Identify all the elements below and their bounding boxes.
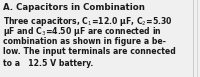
Text: μF and C$_3$=4.50 μF are connected in: μF and C$_3$=4.50 μF are connected in (3, 25, 162, 38)
Text: combination as shown in figure a be-: combination as shown in figure a be- (3, 36, 166, 46)
Text: A. Capacitors in Combination: A. Capacitors in Combination (3, 3, 145, 12)
Text: to a   12.5 V battery.: to a 12.5 V battery. (3, 59, 93, 68)
Text: low. The input terminals are connected: low. The input terminals are connected (3, 48, 176, 57)
Text: Three capacitors, C$_1$=12.0 μF, C$_2$=5.30: Three capacitors, C$_1$=12.0 μF, C$_2$=5… (3, 14, 173, 27)
